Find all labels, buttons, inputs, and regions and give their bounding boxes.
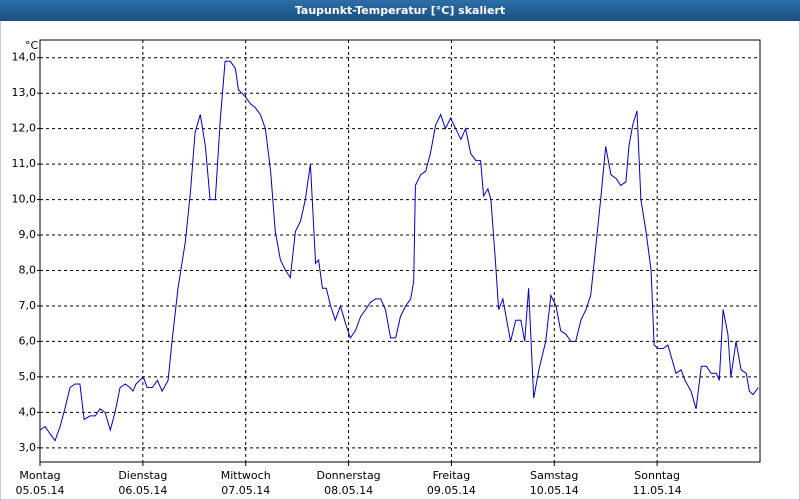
y-tick-label: 8,0: [19, 264, 37, 277]
x-tick-label: Samstag: [530, 469, 578, 482]
x-tick-date: 05.05.14: [16, 484, 65, 497]
x-tick-label: Freitag: [433, 469, 471, 482]
y-tick-label: 6,0: [19, 334, 37, 347]
y-axis-label: °C: [25, 39, 39, 52]
y-tick-label: 4,0: [19, 405, 37, 418]
y-tick-label: 7,0: [19, 299, 37, 312]
x-tick-date: 06.05.14: [118, 484, 167, 497]
x-tick-date: 08.05.14: [324, 484, 373, 497]
y-tick-label: 5,0: [19, 370, 37, 383]
data-line: [39, 60, 759, 442]
y-tick-label: 10,0: [12, 193, 37, 206]
title-bar: [0, 0, 800, 21]
y-tick-label: 11,0: [12, 157, 37, 170]
y-tick-label: 14,0: [12, 51, 37, 64]
chart-title: Taupunkt-Temperatur [°C] skaliert: [295, 4, 505, 17]
x-tick-label: Donnerstag: [316, 469, 380, 482]
x-tick-label: Dienstag: [118, 469, 167, 482]
y-tick-label: 12,0: [12, 122, 37, 135]
x-tick-date: 10.05.14: [530, 484, 579, 497]
y-tick-label: 3,0: [19, 441, 37, 454]
y-tick-label: 9,0: [19, 228, 37, 241]
x-tick-date: 07.05.14: [221, 484, 270, 497]
plot-area: [39, 39, 761, 463]
x-tick-date: 09.05.14: [427, 484, 476, 497]
y-tick-label: 13,0: [12, 86, 37, 99]
x-tick-label: Sonntag: [634, 469, 680, 482]
x-tick-label: Mittwoch: [221, 469, 271, 482]
x-tick-date: 11.05.14: [633, 484, 682, 497]
x-tick-label: Montag: [19, 469, 60, 482]
